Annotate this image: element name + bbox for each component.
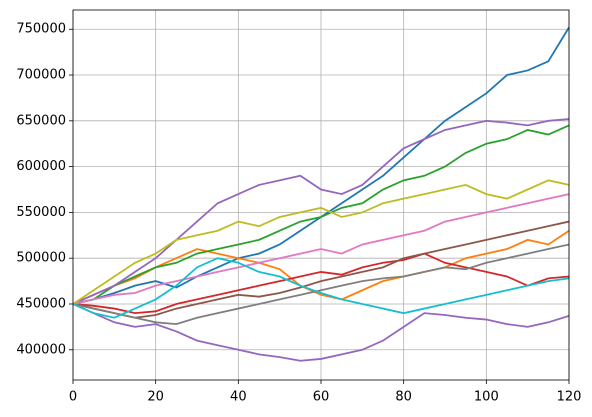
series-line [72,179,570,305]
series-line [72,124,570,305]
y-tick-label: 450000 [16,296,66,311]
plot-frame [72,9,570,381]
series-line [72,252,570,315]
series-line [72,193,570,305]
series-line [72,243,570,326]
y-tick-label: 600000 [16,159,66,174]
x-tick-label: 120 [557,390,582,405]
y-tick-label: 700000 [16,68,66,83]
series-line [72,257,570,319]
series-line [72,118,570,305]
x-tick-label: 100 [474,390,499,405]
y-tick-label: 750000 [16,22,66,37]
series-line [72,303,570,362]
series-line [72,220,570,319]
y-tick-label: 500000 [16,251,66,266]
x-tick-label: 0 [69,390,77,405]
y-tick-label: 400000 [16,342,66,357]
x-tick-label: 80 [395,390,412,405]
y-tick-label: 650000 [16,113,66,128]
x-tick-label: 20 [147,390,164,405]
y-tick-label: 550000 [16,205,66,220]
x-tick-label: 40 [230,390,247,405]
x-tick-label: 60 [313,390,330,405]
